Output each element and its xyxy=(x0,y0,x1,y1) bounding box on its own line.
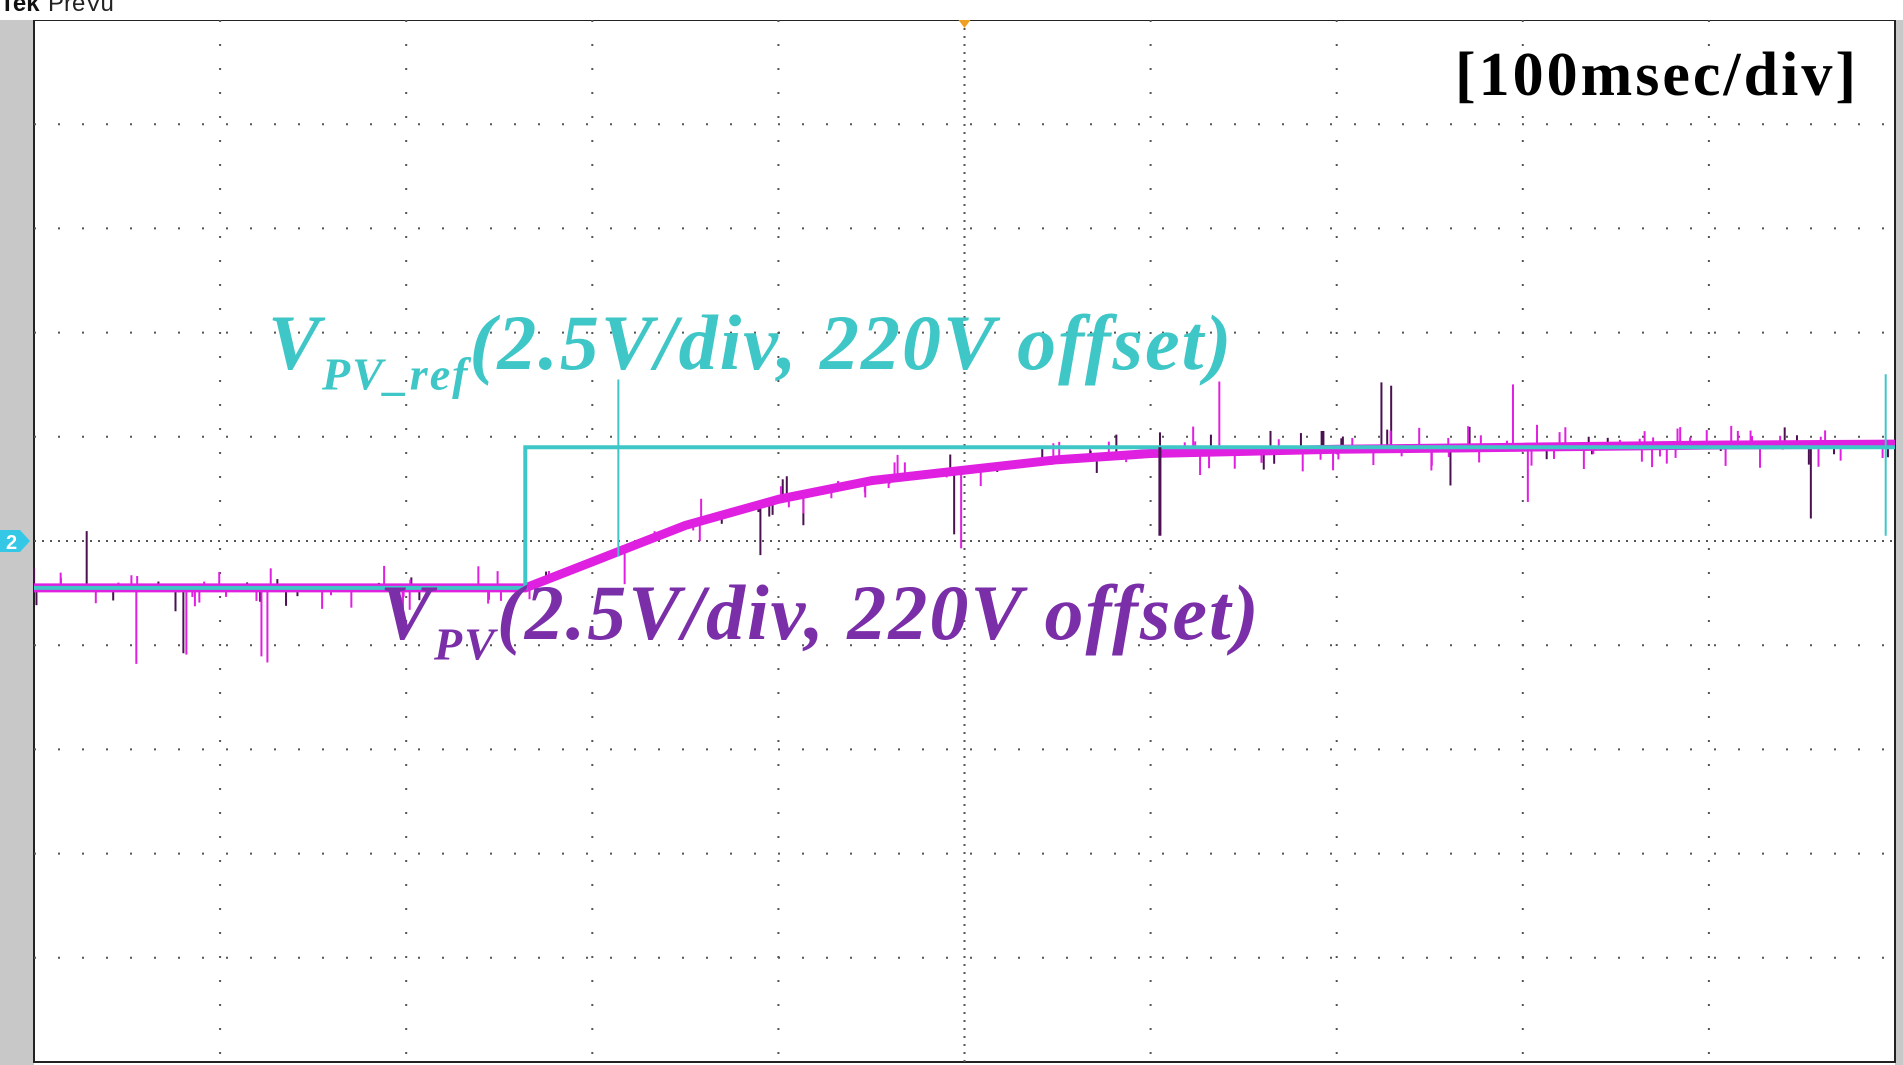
pv-label-subscript: PV xyxy=(434,618,497,670)
pv-label-main: V xyxy=(380,569,435,656)
ref-trace-label: VPV_ref(2.5V/div, 220V offset) xyxy=(268,298,1233,401)
ref-label-subscript: PV_ref xyxy=(322,348,470,400)
ref-label-scale: (2.5V/div, 220V offset) xyxy=(469,299,1234,386)
pv-label-scale: (2.5V/div, 220V offset) xyxy=(496,569,1261,656)
pv-ref-trace xyxy=(34,445,1895,590)
channel-2-marker-label: 2 xyxy=(6,532,17,554)
ref-label-main: V xyxy=(268,299,323,386)
channel-2-marker-icon xyxy=(0,530,30,552)
right-panel xyxy=(1895,0,1903,1065)
acquisition-mode-label: PreVu xyxy=(48,0,114,17)
pv-trace-label: VPV(2.5V/div, 220V offset) xyxy=(380,568,1261,671)
top-status-strip: Tek PreVu xyxy=(0,0,1903,20)
timescale-annotation: [100msec/div] xyxy=(1454,41,1859,109)
brand-logo-text: Tek xyxy=(0,0,40,17)
